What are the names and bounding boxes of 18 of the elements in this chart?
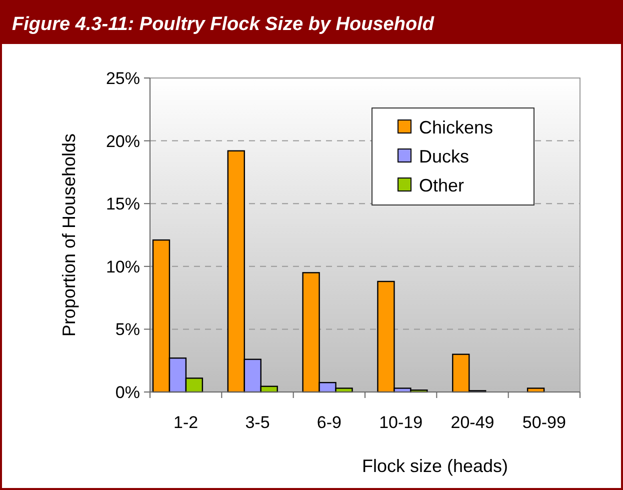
y-tick-label: 15% (106, 194, 140, 214)
legend-label: Ducks (419, 146, 470, 166)
y-tick-label: 5% (115, 320, 140, 340)
x-tick-label: 6-9 (316, 413, 342, 432)
y-tick-label: 20% (106, 132, 140, 151)
x-tick-label: 3-5 (245, 413, 270, 432)
y-tick-label: 10% (106, 257, 140, 276)
y-axis-title: Proportion of Households (59, 133, 79, 337)
x-tick-label: 10-19 (379, 413, 423, 432)
chart-title: Figure 4.3-11: Poultry Flock Size by Household (12, 14, 434, 35)
y-tick-label: 0% (115, 382, 140, 402)
y-tick-label: 25% (106, 68, 140, 88)
x-tick-label: 20-49 (450, 413, 494, 432)
x-axis-title: Flock size (heads) (362, 456, 508, 476)
x-tick-label: 50-99 (522, 413, 566, 432)
x-tick-label: 1-2 (174, 413, 198, 432)
legend-label: Other (419, 175, 464, 196)
legend-label: Chickens (419, 117, 494, 138)
